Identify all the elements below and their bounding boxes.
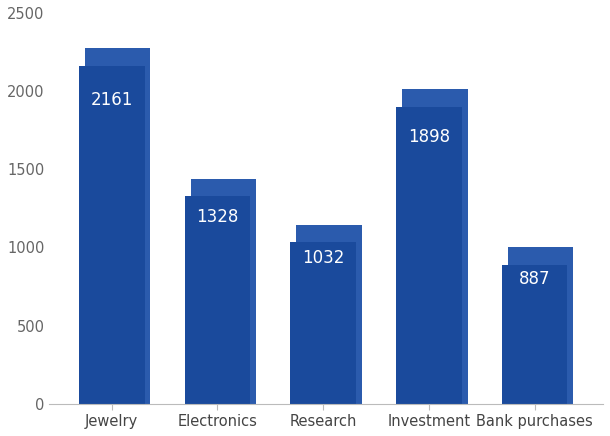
Bar xyxy=(396,107,462,404)
Bar xyxy=(85,48,150,404)
Text: 2161: 2161 xyxy=(90,91,133,109)
Bar xyxy=(502,265,567,404)
Bar xyxy=(79,66,145,404)
Bar xyxy=(190,178,256,404)
Text: 1032: 1032 xyxy=(302,249,345,268)
Bar xyxy=(296,225,362,404)
Text: 1898: 1898 xyxy=(408,128,450,146)
Text: 1328: 1328 xyxy=(196,208,239,226)
Text: 887: 887 xyxy=(519,270,550,288)
Bar xyxy=(185,196,250,404)
Bar xyxy=(290,242,356,404)
Bar xyxy=(508,248,573,404)
Bar xyxy=(402,89,467,404)
